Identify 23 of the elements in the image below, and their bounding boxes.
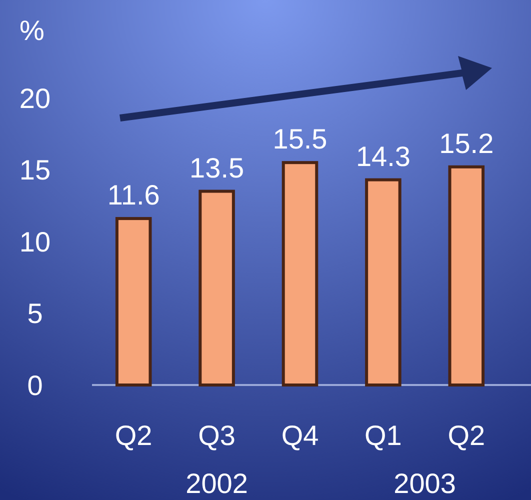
bar	[448, 165, 485, 386]
text: 2003	[394, 468, 456, 499]
data-label: 11.6	[107, 180, 160, 211]
bar	[365, 178, 402, 386]
data-label: 13.5	[190, 152, 244, 184]
x-tick-label: Q4	[281, 420, 319, 451]
x-tick-label: Q2	[114, 420, 152, 451]
x-tick-label: Q1	[364, 420, 402, 451]
y-tick-label: 0	[27, 370, 43, 401]
y-tick-label: 15	[19, 154, 51, 186]
y-tick-label: 20	[19, 82, 51, 114]
y-tick-label: 5	[27, 298, 43, 330]
x-tick-label: Q3	[198, 420, 236, 451]
data-label: 15.5	[272, 124, 328, 155]
data-label: 14.3	[356, 140, 410, 172]
text: 2002	[186, 468, 248, 499]
data-label: 15.2	[439, 128, 494, 159]
y-axis-title: %	[20, 15, 44, 46]
bar	[282, 161, 318, 386]
bar	[198, 190, 235, 386]
bar	[115, 217, 152, 386]
y-tick-label: 10	[19, 226, 51, 258]
x-tick-label: Q2	[448, 420, 486, 451]
